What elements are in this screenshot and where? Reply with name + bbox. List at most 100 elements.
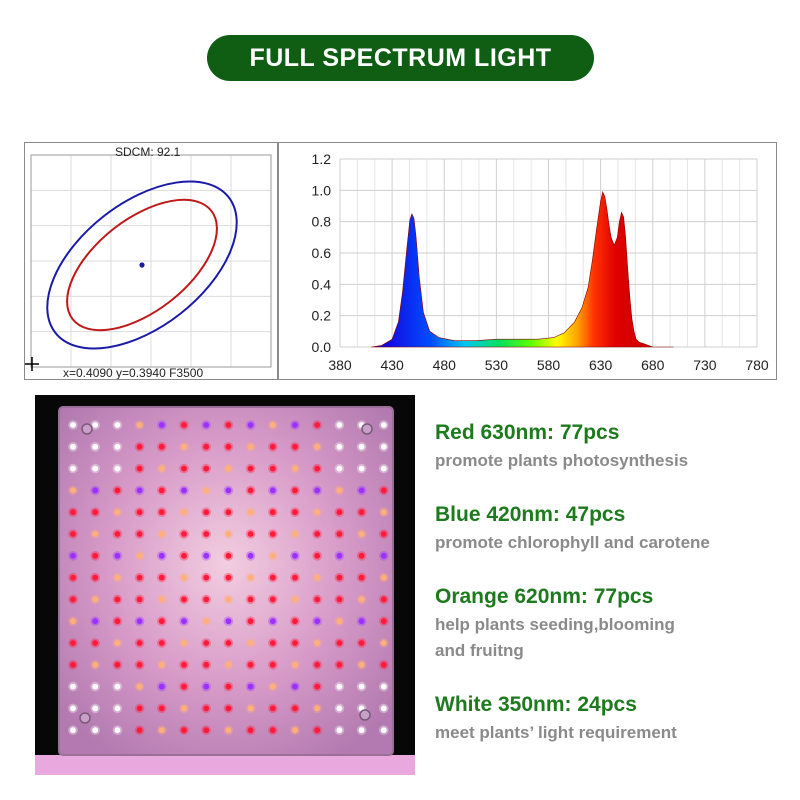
led-diode <box>292 531 298 537</box>
page-title: FULL SPECTRUM LIGHT <box>249 43 552 72</box>
inner-tolerance-ellipse <box>66 198 218 332</box>
led-diode <box>92 531 99 537</box>
spec-item: Orange 620nm: 77pcs help plants seeding,b… <box>435 584 795 664</box>
led-diode <box>114 422 121 428</box>
y-tick-label: 1.2 <box>312 151 332 167</box>
led-diode <box>247 640 254 646</box>
led-diode <box>203 443 210 450</box>
mount-hole-bottom-left <box>79 712 91 724</box>
led-diode <box>136 465 143 472</box>
led-diode <box>136 618 143 625</box>
led-diode <box>380 640 387 646</box>
led-diode <box>358 683 365 690</box>
led-diode <box>181 705 187 712</box>
led-diode <box>336 661 343 668</box>
spec-title: Orange 620nm: 77pcs <box>435 585 654 608</box>
led-diode <box>314 640 321 646</box>
x-tick-label: 780 <box>745 357 769 373</box>
led-diode <box>247 531 254 537</box>
led-diode <box>92 443 99 450</box>
led-diode <box>269 596 276 603</box>
led-diode <box>158 727 165 734</box>
led-diode <box>181 596 187 603</box>
led-diode <box>225 596 232 603</box>
x-tick-label: 430 <box>380 357 404 373</box>
spec-description: meet plants’ light requirement <box>435 723 677 742</box>
led-diode <box>269 574 276 581</box>
led-diode <box>314 618 321 625</box>
led-diode <box>336 705 343 712</box>
led-diode <box>269 443 276 450</box>
led-diode <box>225 443 232 450</box>
led-diode <box>92 552 99 559</box>
led-diode <box>380 552 387 559</box>
bottom-glow <box>35 755 415 775</box>
led-diode <box>314 443 321 450</box>
led-diode <box>92 661 99 668</box>
led-diode <box>203 487 210 494</box>
led-diode <box>247 443 254 450</box>
led-diode <box>92 422 99 428</box>
led-diode <box>269 618 276 625</box>
led-diode <box>336 683 343 690</box>
led-board <box>58 406 394 756</box>
led-diode <box>114 661 121 668</box>
spec-title: White 350nm: 24pcs <box>435 693 637 716</box>
led-diode <box>358 574 365 581</box>
led-diode <box>158 509 165 516</box>
led-diode <box>203 422 210 428</box>
spec-title: Blue 420nm: 47pcs <box>435 503 626 526</box>
led-diode <box>136 705 143 712</box>
led-diode <box>380 574 387 581</box>
led-diode <box>247 618 254 625</box>
led-diode <box>114 705 121 712</box>
led-diode <box>269 705 276 712</box>
led-diode <box>136 443 143 450</box>
led-diode <box>269 552 276 559</box>
led-diode <box>136 727 143 734</box>
led-diode <box>314 661 321 668</box>
led-diode <box>70 487 76 494</box>
led-diode <box>336 552 343 559</box>
led-diode <box>380 422 387 428</box>
led-diode <box>158 552 165 559</box>
led-diode <box>292 661 298 668</box>
led-diode <box>225 509 232 516</box>
spec-description: promote plants photosynthesis <box>435 451 689 470</box>
led-diode <box>158 574 165 581</box>
led-diode <box>247 683 254 690</box>
led-diode <box>203 552 210 559</box>
spectrum-grid <box>339 158 758 348</box>
led-diode <box>203 705 210 712</box>
led-diode <box>380 618 387 625</box>
led-diode <box>380 727 387 734</box>
led-panel-image <box>35 395 415 775</box>
outer-tolerance-ellipse <box>46 180 238 350</box>
led-diode <box>269 509 276 516</box>
y-tick-label: 0.0 <box>312 339 332 355</box>
led-diode <box>380 465 387 472</box>
led-diode <box>358 487 365 494</box>
coords-label: x=0.4090 y=0.3940 F3500 <box>63 366 203 379</box>
led-diode <box>203 531 210 537</box>
led-diode <box>314 487 321 494</box>
led-diode <box>225 487 232 494</box>
led-diode <box>225 683 232 690</box>
led-specs-list: Red 630nm: 77pcs promote plants photosynt… <box>435 420 795 774</box>
led-diode <box>203 509 210 516</box>
sdcm-label: SDCM: 92.1 <box>115 145 181 159</box>
led-diode <box>380 705 387 712</box>
led-diode <box>181 487 187 494</box>
led-diode <box>70 574 76 581</box>
led-diode <box>158 618 165 625</box>
led-diode <box>247 422 254 428</box>
led-diode <box>380 661 387 668</box>
led-diode <box>181 618 187 625</box>
led-diode <box>336 618 343 625</box>
spectrum-panel: 0.0 0.2 0.4 0.6 0.8 1.0 1.2 380 430 480 530 580 630… <box>278 142 777 380</box>
led-diode <box>314 596 321 603</box>
led-diode <box>92 487 99 494</box>
led-diode <box>225 531 232 537</box>
led-diode <box>92 640 99 646</box>
led-diode <box>158 465 165 472</box>
